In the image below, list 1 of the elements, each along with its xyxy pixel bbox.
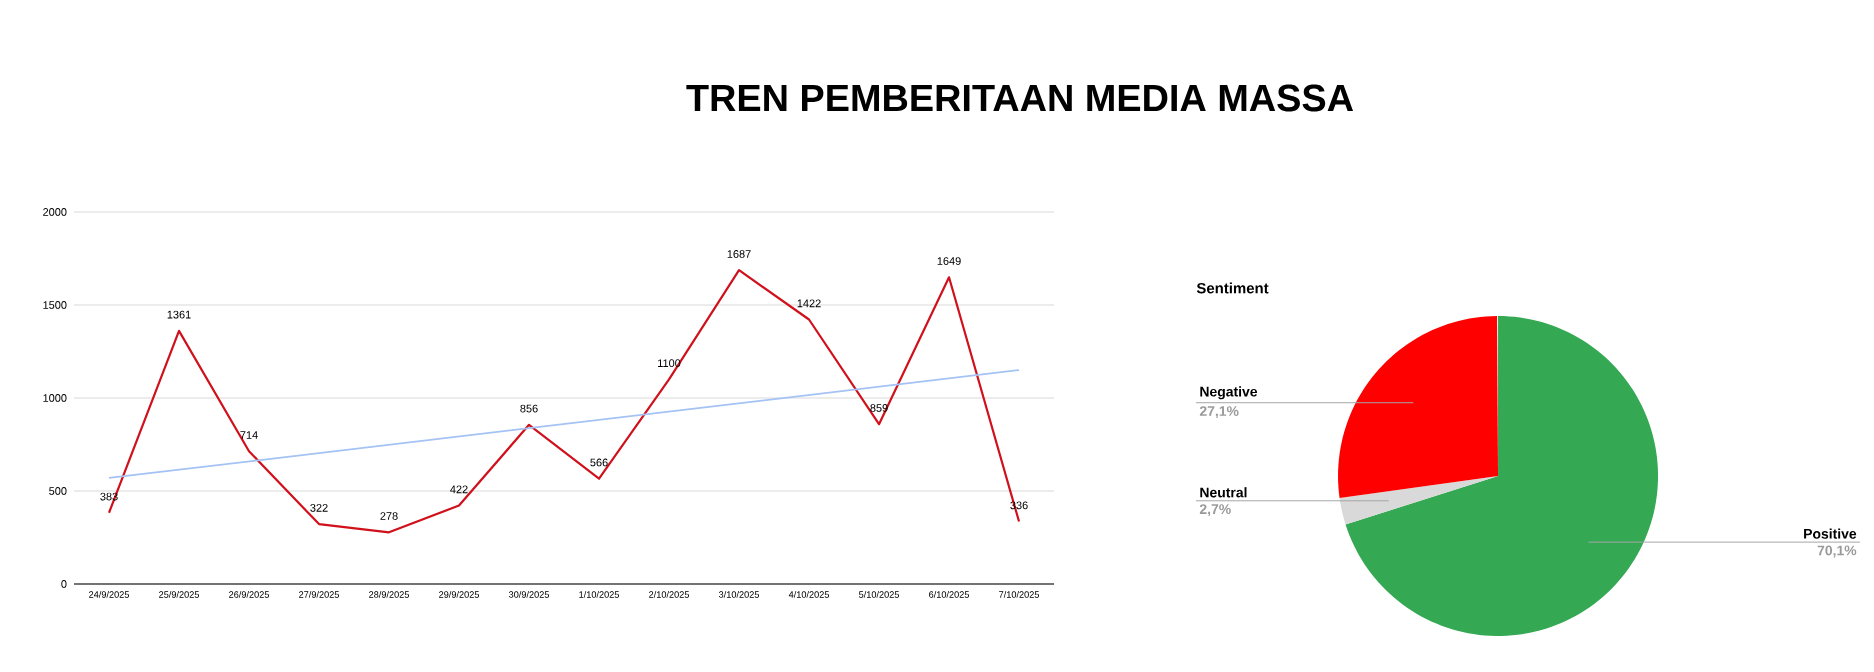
chart-title: TREN PEMBERITAAN MEDIA MASSA xyxy=(686,84,1354,112)
